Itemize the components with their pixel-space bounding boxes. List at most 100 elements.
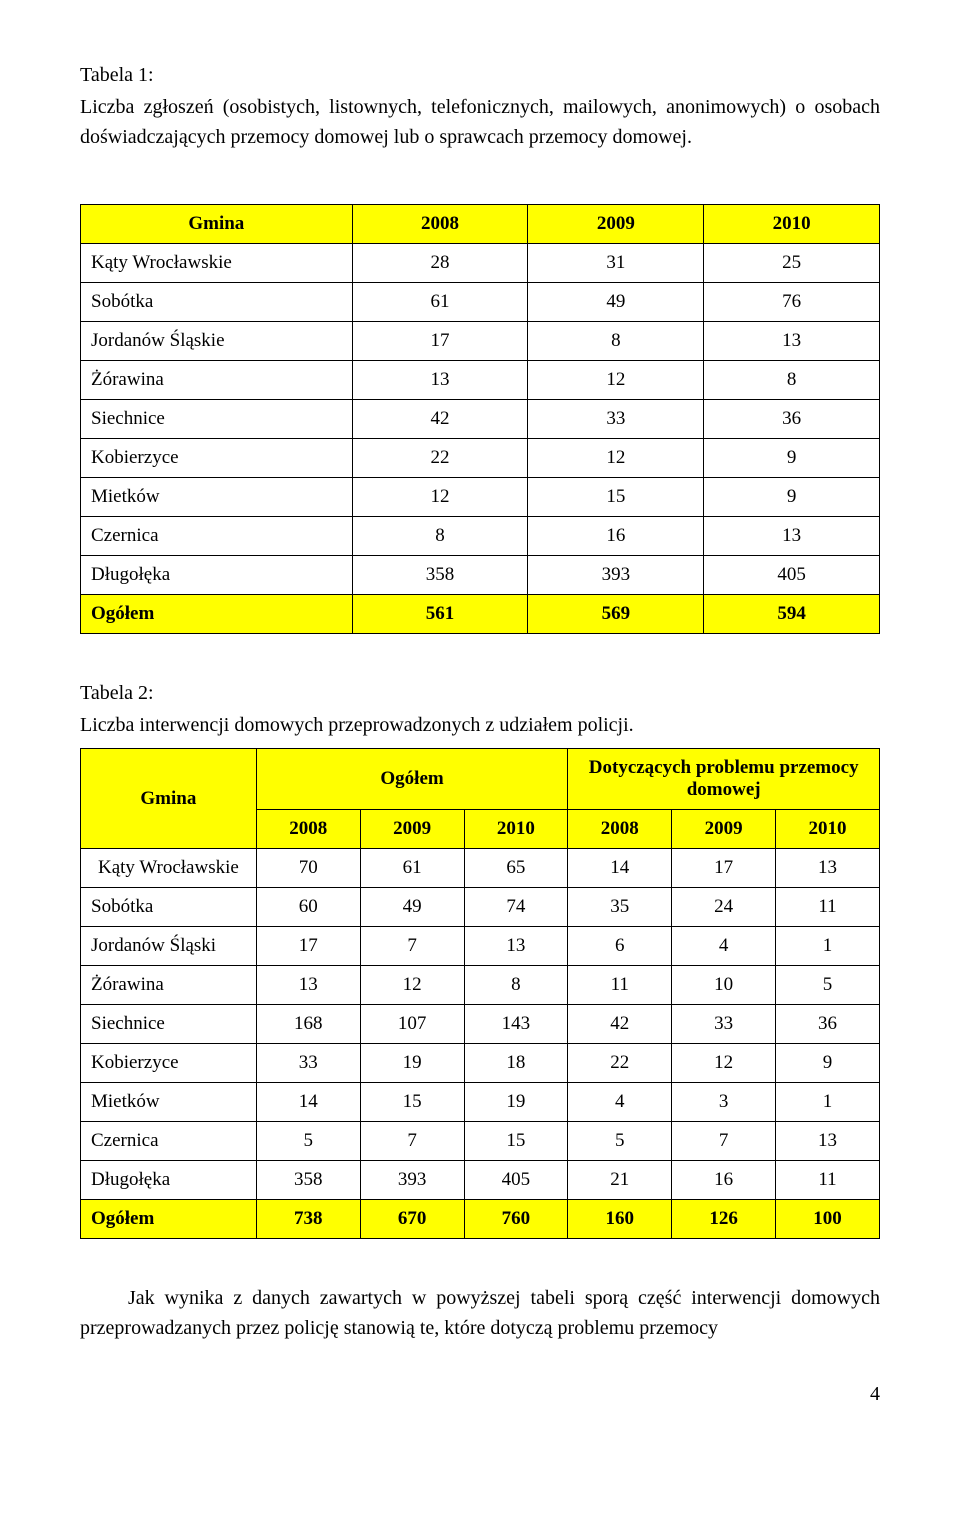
t2-cell-value: 14 — [568, 849, 672, 888]
t1-ftr-2008: 561 — [352, 595, 528, 634]
outro-para: Jak wynika z danych zawartych w powyższe… — [80, 1283, 880, 1343]
t2-cell-value: 49 — [360, 888, 464, 927]
t1-cell-value: 15 — [528, 478, 704, 517]
t1-cell-value: 405 — [704, 556, 880, 595]
table-row: Mietków141519431 — [81, 1083, 880, 1122]
t2-cell-value: 13 — [464, 927, 568, 966]
t2-cell-value: 5 — [776, 966, 880, 1005]
t2-ftr-label: Ogółem — [81, 1200, 257, 1239]
table2-caption: Liczba interwencji domowych przeprowadzo… — [80, 710, 880, 740]
t2-sub-og-2010: 2010 — [464, 810, 568, 849]
t1-hdr-2010: 2010 — [704, 205, 880, 244]
t2-cell-value: 10 — [672, 966, 776, 1005]
t2-cell-gmina: Długołęka — [81, 1161, 257, 1200]
t1-ftr-2010: 594 — [704, 595, 880, 634]
t1-cell-gmina: Mietków — [81, 478, 353, 517]
t1-cell-value: 12 — [352, 478, 528, 517]
t1-cell-value: 8 — [352, 517, 528, 556]
t2-cell-value: 60 — [256, 888, 360, 927]
t1-cell-gmina: Żórawina — [81, 361, 353, 400]
t2-sub-dt-2010: 2010 — [776, 810, 880, 849]
t2-cell-value: 7 — [360, 1122, 464, 1161]
t1-cell-gmina: Kobierzyce — [81, 439, 353, 478]
t2-ftr-c4: 160 — [568, 1200, 672, 1239]
t2-cell-value: 13 — [776, 1122, 880, 1161]
table-row: Kobierzyce22129 — [81, 439, 880, 478]
t1-cell-value: 28 — [352, 244, 528, 283]
t2-cell-value: 12 — [672, 1044, 776, 1083]
t2-cell-value: 143 — [464, 1005, 568, 1044]
t1-cell-value: 16 — [528, 517, 704, 556]
table-row: Sobótka614976 — [81, 283, 880, 322]
t1-cell-gmina: Sobótka — [81, 283, 353, 322]
page-number: 4 — [80, 1383, 880, 1406]
t2-cell-gmina: Czernica — [81, 1122, 257, 1161]
t2-cell-value: 3 — [672, 1083, 776, 1122]
t2-cell-value: 18 — [464, 1044, 568, 1083]
t2-ftr-c3: 760 — [464, 1200, 568, 1239]
t1-cell-value: 42 — [352, 400, 528, 439]
t1-cell-value: 25 — [704, 244, 880, 283]
t1-cell-value: 61 — [352, 283, 528, 322]
t1-cell-gmina: Siechnice — [81, 400, 353, 439]
t2-cell-value: 35 — [568, 888, 672, 927]
t1-cell-value: 8 — [528, 322, 704, 361]
t2-cell-value: 7 — [672, 1122, 776, 1161]
t2-cell-gmina: Sobótka — [81, 888, 257, 927]
t2-cell-value: 11 — [776, 1161, 880, 1200]
t2-cell-value: 11 — [776, 888, 880, 927]
table-row: Żórawina13128 — [81, 361, 880, 400]
t2-cell-value: 17 — [672, 849, 776, 888]
t2-cell-gmina: Mietków — [81, 1083, 257, 1122]
t2-ftr-c1: 738 — [256, 1200, 360, 1239]
table-row: Żórawina1312811105 — [81, 966, 880, 1005]
t2-hdr-gmina: Gmina — [81, 749, 257, 849]
t1-cell-value: 358 — [352, 556, 528, 595]
t2-cell-value: 70 — [256, 849, 360, 888]
t1-hdr-2009: 2009 — [528, 205, 704, 244]
t2-sub-dt-2009: 2009 — [672, 810, 776, 849]
t2-cell-value: 7 — [360, 927, 464, 966]
t2-cell-value: 21 — [568, 1161, 672, 1200]
table1-label: Tabela 1: — [80, 60, 880, 90]
t2-cell-value: 24 — [672, 888, 776, 927]
t2-cell-value: 5 — [256, 1122, 360, 1161]
t2-cell-value: 74 — [464, 888, 568, 927]
t2-cell-value: 19 — [464, 1083, 568, 1122]
t2-cell-value: 65 — [464, 849, 568, 888]
t1-cell-value: 8 — [704, 361, 880, 400]
table-row: Kąty Wrocławskie706165141713 — [81, 849, 880, 888]
t2-cell-value: 61 — [360, 849, 464, 888]
table-row: Długołęka358393405 — [81, 556, 880, 595]
t1-cell-gmina: Kąty Wrocławskie — [81, 244, 353, 283]
table-row: Mietków12159 — [81, 478, 880, 517]
t2-hdr-dot: Dotyczących problemu przemocy domowej — [568, 749, 880, 810]
t2-sub-og-2008: 2008 — [256, 810, 360, 849]
t1-cell-value: 36 — [704, 400, 880, 439]
t2-cell-value: 16 — [672, 1161, 776, 1200]
t2-cell-value: 12 — [360, 966, 464, 1005]
table-row: Czernica57155713 — [81, 1122, 880, 1161]
t2-cell-value: 6 — [568, 927, 672, 966]
t2-sub-dt-2008: 2008 — [568, 810, 672, 849]
t1-hdr-gmina: Gmina — [81, 205, 353, 244]
t2-cell-value: 33 — [256, 1044, 360, 1083]
t1-cell-gmina: Czernica — [81, 517, 353, 556]
t2-cell-gmina: Kobierzyce — [81, 1044, 257, 1083]
t2-cell-value: 8 — [464, 966, 568, 1005]
t2-cell-value: 4 — [672, 927, 776, 966]
table-row: Siechnice423336 — [81, 400, 880, 439]
table1: Gmina 2008 2009 2010 Kąty Wrocławskie283… — [80, 204, 880, 634]
table2-label: Tabela 2: — [80, 678, 880, 708]
t2-hdr-ogolem: Ogółem — [256, 749, 568, 810]
t2-cell-value: 107 — [360, 1005, 464, 1044]
t1-cell-value: 76 — [704, 283, 880, 322]
t2-cell-value: 1 — [776, 927, 880, 966]
t1-cell-value: 33 — [528, 400, 704, 439]
t2-cell-value: 393 — [360, 1161, 464, 1200]
t1-cell-value: 9 — [704, 439, 880, 478]
t1-cell-value: 17 — [352, 322, 528, 361]
t1-cell-value: 49 — [528, 283, 704, 322]
t1-cell-value: 393 — [528, 556, 704, 595]
t2-cell-value: 11 — [568, 966, 672, 1005]
